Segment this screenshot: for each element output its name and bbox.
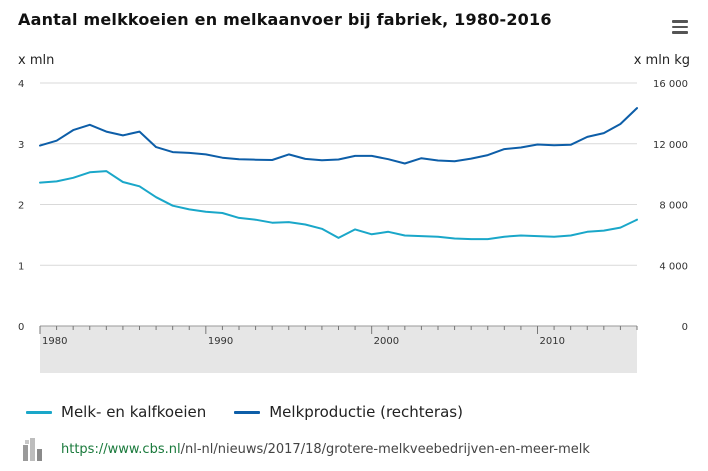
menu-bar (672, 20, 688, 23)
left-y-tick-label: 4 (18, 79, 24, 90)
menu-bar (672, 31, 688, 34)
x-tick-label: 2000 (374, 336, 399, 347)
legend-item-cows[interactable]: Melk- en kalfkoeien (26, 403, 206, 421)
x-axis-band (40, 326, 637, 373)
right-y-tick-label: 12 000 (653, 140, 688, 151)
right-axis-unit: x mln kg (633, 53, 690, 68)
x-tick-label: 1990 (208, 336, 233, 347)
left-y-tick-label: 1 (18, 261, 24, 272)
source-link[interactable]: https://www.cbs.nl/nl-nl/nieuws/2017/18/… (61, 442, 590, 457)
series-line-milk-production (39, 107, 638, 165)
chart-title: Aantal melkkoeien en melkaanvoer bij fab… (18, 10, 552, 29)
hamburger-menu-icon[interactable] (672, 20, 688, 34)
legend-label-milk: Melkproductie (rechteras) (269, 403, 463, 421)
right-y-tick-label: 16 000 (653, 79, 688, 90)
legend-swatch-milk (234, 410, 261, 414)
chart-legend: Melk- en kalfkoeien Melkproductie (recht… (26, 403, 491, 421)
right-y-tick-label: 8 000 (659, 201, 688, 212)
menu-bar (672, 25, 688, 28)
legend-label-cows: Melk- en kalfkoeien (61, 403, 207, 421)
cbs-logo-icon (23, 438, 42, 461)
left-y-tick-label: 3 (18, 140, 24, 151)
right-y-tick-label: 4 000 (659, 261, 688, 272)
left-y-tick-label: 2 (18, 201, 24, 212)
source-link-path: /nl-nl/nieuws/2017/18/grotere-melkveebed… (180, 441, 590, 457)
right-y-tick-label: 0 (682, 322, 688, 333)
x-tick-label: 1980 (42, 336, 67, 347)
source-link-domain: https://www.cbs.nl (61, 441, 181, 457)
x-tick-label: 2010 (540, 336, 565, 347)
legend-item-milk-production[interactable]: Melkproductie (rechteras) (234, 403, 463, 421)
left-y-tick-label: 0 (18, 322, 24, 333)
left-axis-unit: x mln (18, 53, 55, 68)
series-line-cows (39, 170, 638, 241)
source-footer: https://www.cbs.nl/nl-nl/nieuws/2017/18/… (22, 436, 590, 462)
legend-swatch-cows (26, 410, 52, 414)
line-chart: 0 0 1 4 000 2 8 000 3 12 000 4 16 000 1980 1990 2000… (18, 79, 688, 373)
